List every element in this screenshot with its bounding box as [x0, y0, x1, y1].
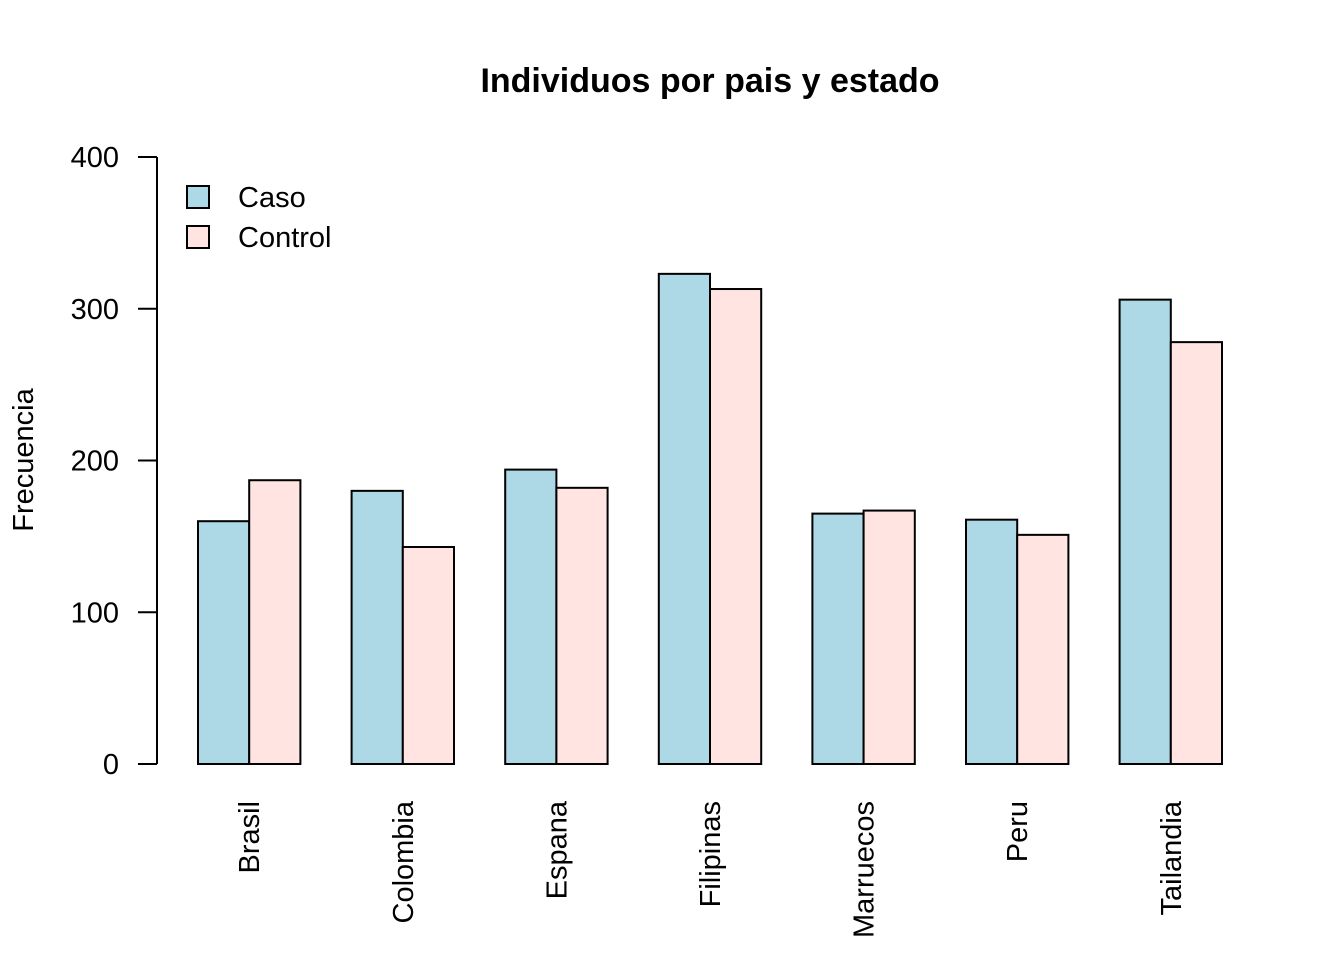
bar-control-tailandia: [1169, 341, 1224, 765]
bar-control-peru: [1016, 533, 1070, 765]
bar-control-espana: [555, 486, 609, 765]
y-tick-label: 300: [71, 294, 119, 326]
bars: [197, 272, 1224, 766]
legend-swatch-control: [186, 225, 210, 249]
x-category-label: Espana: [541, 800, 573, 899]
x-category-label: Brasil: [234, 801, 266, 874]
bar-caso-marruecos: [811, 512, 865, 765]
y-tick-label: 400: [71, 142, 119, 174]
x-category-label: Tailandia: [1156, 800, 1188, 915]
bar-caso-brasil: [197, 520, 251, 766]
legend-label-control: Control: [238, 222, 332, 254]
legend-swatch-caso: [186, 185, 210, 209]
bar-caso-filipinas: [657, 272, 711, 765]
y-tick-label: 0: [103, 749, 119, 781]
bar-caso-colombia: [350, 489, 404, 765]
x-axis-categories: Brasil Colombia Espana Filipinas Marruecos Pe…: [234, 800, 1188, 938]
y-axis-label: Frecuencia: [8, 387, 40, 531]
y-axis: 0 100 200 300 400: [71, 142, 158, 781]
x-category-label: Marruecos: [849, 801, 881, 938]
y-tick-label: 100: [71, 597, 119, 629]
chart-title: Individuos por pais y estado: [480, 62, 939, 100]
x-category-label: Peru: [1002, 801, 1034, 862]
bar-control-marruecos: [862, 509, 916, 766]
bar-caso-tailandia: [1118, 298, 1172, 765]
y-tick-label: 200: [71, 446, 119, 478]
bar-caso-espana: [504, 468, 558, 765]
x-category-label: Colombia: [388, 800, 420, 923]
legend: Caso Control: [186, 182, 332, 254]
legend-label-caso: Caso: [238, 182, 306, 214]
bar-control-filipinas: [709, 288, 763, 765]
bar-control-colombia: [401, 545, 455, 765]
bar-control-brasil: [248, 479, 302, 765]
bar-caso-peru: [965, 518, 1019, 765]
x-category-label: Filipinas: [695, 801, 727, 907]
